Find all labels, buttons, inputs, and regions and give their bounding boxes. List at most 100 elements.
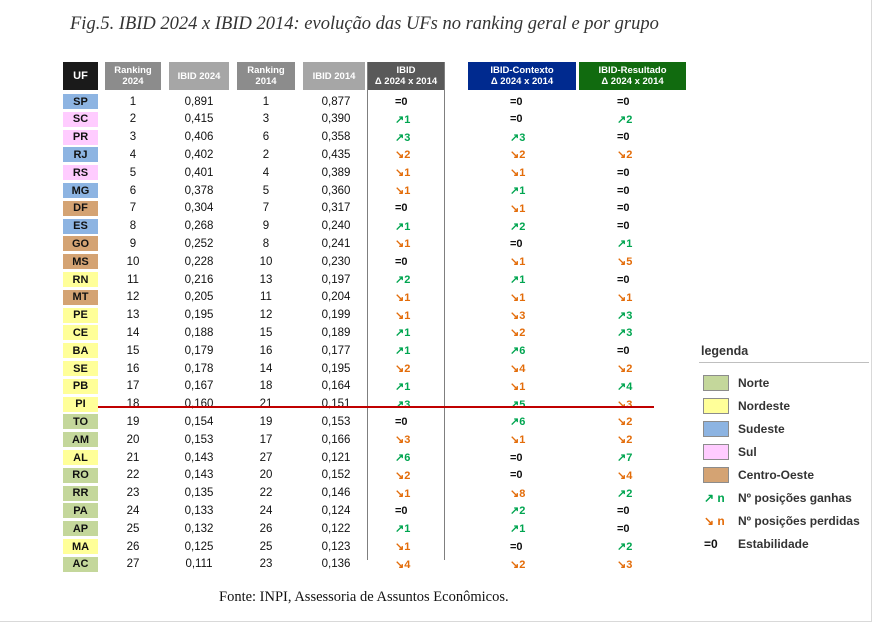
ibid-2014: 0,123	[321, 540, 351, 553]
header-delta-contexto-title: IBID-Contexto	[490, 65, 554, 76]
table-row: DF 7 0,304 7 0,317 =0 ↘1 =0	[0, 200, 700, 217]
delta-resultado: =0	[617, 131, 630, 144]
ibid-2024: 0,153	[184, 433, 214, 446]
rank-2024: 21	[126, 451, 140, 464]
ibid-2024: 0,178	[184, 362, 214, 375]
table-row: SC 2 0,415 3 0,390 ↗1 =0 ↗2	[0, 111, 700, 128]
table-row: MT 12 0,205 11 0,204 ↘1 ↘1 ↘1	[0, 289, 700, 306]
ibid-2024: 0,154	[184, 415, 214, 428]
table-row: PA 24 0,133 24 0,124 =0 ↗2 =0	[0, 502, 700, 519]
delta-resultado: ↘5	[617, 256, 633, 269]
ibid-2024: 0,143	[184, 451, 214, 464]
ibid-2024: 0,406	[184, 131, 214, 144]
delta-resultado: ↗4	[617, 380, 633, 393]
ibid-2014: 0,240	[321, 220, 351, 233]
uf-code: SC	[63, 111, 98, 127]
delta-contexto: ↘2	[510, 327, 526, 340]
table-row: BA 15 0,179 16 0,177 ↗1 ↗6 =0	[0, 342, 700, 359]
ibid-2024: 0,179	[184, 344, 214, 357]
ibid-2014: 0,164	[321, 380, 351, 393]
rank-2014: 14	[259, 362, 273, 375]
rank-2014: 2	[262, 148, 270, 161]
rank-2014: 25	[259, 540, 273, 553]
ibid-2014: 0,166	[321, 433, 351, 446]
legend-swatch-nordeste	[703, 398, 729, 414]
ibid-2014: 0,877	[321, 95, 351, 108]
ibid-2014: 0,199	[321, 309, 351, 322]
ibid-2014: 0,146	[321, 487, 351, 500]
delta-resultado: =0	[617, 504, 630, 517]
delta-ibid: ↗3	[395, 131, 411, 144]
delta-contexto: ↗2	[510, 220, 526, 233]
legend-label-sudeste: Sudeste	[738, 422, 785, 436]
delta-resultado: ↘4	[617, 469, 633, 482]
rank-2014: 8	[262, 237, 270, 250]
header-delta-resultado-sub: Δ 2024 x 2014	[601, 76, 664, 87]
legend-swatch-sudeste	[703, 421, 729, 437]
delta-ibid: ↗1	[395, 220, 411, 233]
rank-2014: 4	[262, 166, 270, 179]
delta-contexto: =0	[510, 451, 523, 464]
delta-resultado: =0	[617, 166, 630, 179]
ibid-2014: 0,124	[321, 504, 351, 517]
delta-ibid: ↘1	[395, 238, 411, 251]
delta-resultado: ↗2	[617, 541, 633, 553]
rank-2024: 4	[129, 148, 137, 161]
rank-2014: 27	[259, 451, 273, 464]
ibid-2024: 0,252	[184, 237, 214, 250]
rank-2024: 24	[126, 504, 140, 517]
rank-2024: 9	[129, 237, 137, 250]
uf-code: PB	[63, 378, 98, 394]
delta-ibid: ↗6	[395, 452, 411, 464]
header-ibid-2024: IBID 2024	[169, 62, 229, 90]
delta-contexto: ↘4	[510, 363, 526, 375]
delta-ibid: ↘1	[395, 541, 411, 553]
ibid-2014: 0,317	[321, 202, 351, 215]
rank-2014: 24	[259, 504, 273, 517]
delta-ibid: ↗1	[395, 345, 411, 358]
delta-resultado: =0	[617, 202, 630, 215]
uf-code: RR	[63, 485, 98, 501]
ibid-2024: 0,160	[184, 398, 214, 411]
uf-code: PR	[63, 129, 98, 145]
rank-2014: 15	[259, 326, 273, 339]
ibid-2024: 0,143	[184, 469, 214, 482]
ibid-2014: 0,435	[321, 148, 351, 161]
delta-ibid: ↘4	[395, 558, 411, 571]
ibid-2014: 0,122	[321, 522, 351, 535]
ibid-2014: 0,197	[321, 273, 351, 286]
delta-resultado: ↗1	[617, 238, 633, 251]
table-row: PE 13 0,195 12 0,199 ↘1 ↘3 ↗3	[0, 307, 700, 324]
legend-label-nordeste: Nordeste	[738, 399, 791, 413]
legend-up-label: Nº posições ganhas	[738, 491, 852, 505]
header-delta-ibid: IBID Δ 2024 x 2014	[368, 62, 444, 90]
uf-code: DF	[63, 200, 98, 216]
delta-contexto: ↘3	[510, 309, 526, 322]
delta-contexto: =0	[510, 113, 523, 126]
delta-ibid: ↘2	[395, 469, 411, 482]
uf-code: AP	[63, 521, 98, 537]
rank-2024: 27	[126, 558, 140, 571]
rank-2024: 17	[126, 380, 140, 393]
uf-code: RO	[63, 467, 98, 483]
ibid-2014: 0,153	[321, 415, 351, 428]
rank-2014: 10	[259, 255, 273, 268]
table-row: PB 17 0,167 18 0,164 ↗1 ↘1 ↗4	[0, 378, 700, 395]
delta-resultado: ↘1	[617, 291, 633, 304]
delta-ibid: =0	[395, 504, 408, 517]
rank-2014: 11	[260, 291, 272, 304]
rank-2014: 9	[262, 220, 270, 233]
table-row: RS 5 0,401 4 0,389 ↘1 ↘1 =0	[0, 164, 700, 181]
delta-resultado: ↘2	[617, 149, 633, 162]
ibid-2014: 0,241	[321, 237, 351, 250]
rank-2014: 3	[262, 113, 270, 126]
delta-contexto: ↘1	[510, 256, 526, 269]
delta-resultado: =0	[617, 220, 630, 233]
delta-resultado: =0	[617, 184, 630, 197]
uf-code: MA	[63, 539, 98, 554]
header-delta-ibid-title: IBID	[396, 65, 416, 76]
uf-code: MG	[63, 183, 98, 198]
uf-code: MT	[63, 289, 98, 305]
uf-code: PI	[63, 396, 98, 412]
